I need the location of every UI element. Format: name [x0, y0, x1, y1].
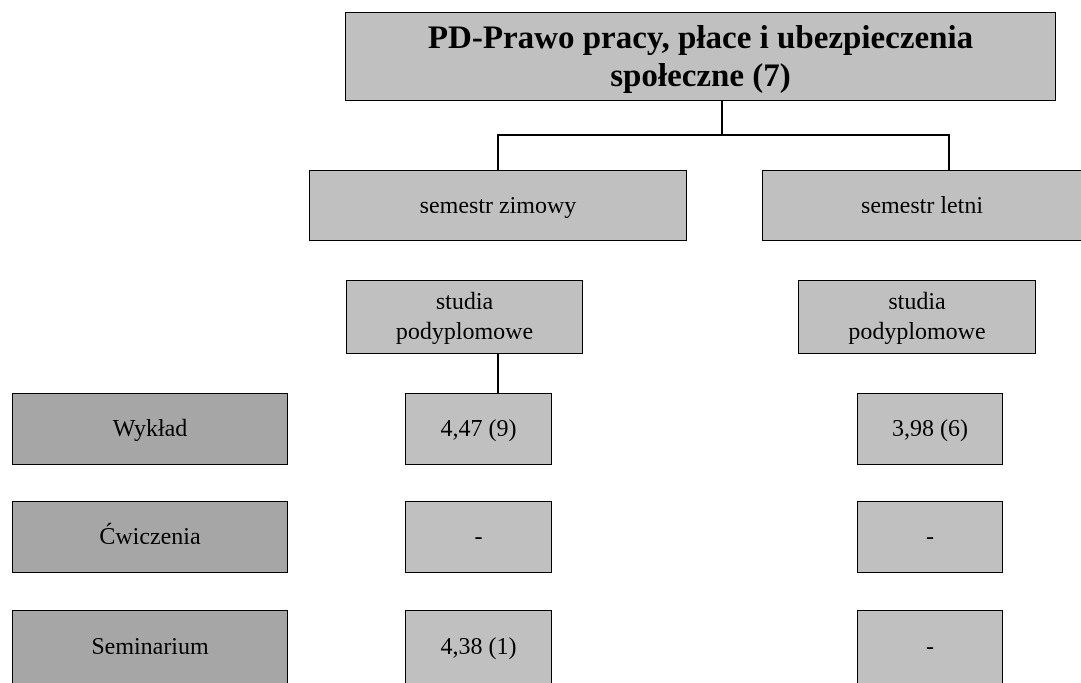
semester-box: semestr zimowy: [309, 170, 687, 241]
value-box: -: [405, 501, 552, 573]
semester-box: semestr letni: [762, 170, 1081, 241]
connector: [497, 134, 499, 170]
connector: [497, 353, 499, 393]
connector: [497, 134, 949, 136]
connector: [721, 100, 723, 135]
row-label: Seminarium: [12, 610, 288, 683]
study-box: studia podyplomowe: [798, 280, 1036, 354]
row-label: Ćwiczenia: [12, 501, 288, 573]
value-box: 4,38 (1): [405, 610, 552, 683]
title-box: PD-Prawo pracy, płace i ubezpieczenia sp…: [345, 12, 1056, 101]
value-box: -: [857, 610, 1003, 683]
row-label: Wykład: [12, 393, 288, 465]
value-box: -: [857, 501, 1003, 573]
study-box: studia podyplomowe: [346, 280, 583, 354]
connector: [948, 134, 950, 170]
value-box: 3,98 (6): [857, 393, 1003, 465]
value-box: 4,47 (9): [405, 393, 552, 465]
